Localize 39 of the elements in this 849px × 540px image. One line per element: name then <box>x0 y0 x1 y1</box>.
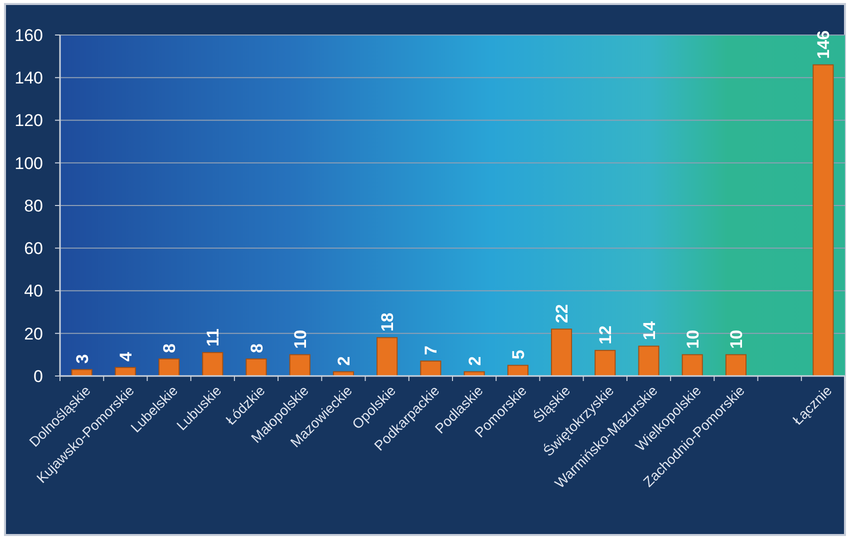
data-label: 12 <box>596 326 616 344</box>
data-label: 10 <box>290 330 310 349</box>
bar <box>158 358 180 376</box>
y-tick-label: 100 <box>14 154 43 173</box>
data-label: 11 <box>204 328 223 347</box>
y-tick-label: 20 <box>24 324 43 344</box>
bar <box>682 354 703 376</box>
data-label: 8 <box>247 343 266 353</box>
data-label: 5 <box>508 350 528 360</box>
bar <box>289 354 310 376</box>
y-tick-label: 40 <box>24 282 43 301</box>
bar <box>725 354 747 376</box>
data-label: 10 <box>726 330 746 349</box>
data-label: 18 <box>378 312 398 332</box>
bar <box>507 364 528 376</box>
data-label: 8 <box>160 343 180 353</box>
bar <box>812 64 834 376</box>
y-tick-label: 160 <box>14 26 43 45</box>
data-label: 10 <box>683 330 702 349</box>
bar <box>550 328 572 376</box>
data-label: 4 <box>116 351 136 362</box>
y-tick-label: 120 <box>14 111 43 130</box>
y-tick-label: 140 <box>14 68 43 88</box>
bar <box>594 350 616 376</box>
y-tick-label: 80 <box>24 196 43 216</box>
bar <box>246 358 267 376</box>
bar <box>202 352 224 376</box>
y-tick-label: 0 <box>34 366 43 386</box>
data-label: 3 <box>72 354 92 364</box>
bar <box>376 337 398 376</box>
bar <box>638 346 660 376</box>
data-label: 2 <box>465 356 484 366</box>
bar <box>420 360 442 376</box>
data-label: 22 <box>552 304 572 324</box>
data-label: 146 <box>814 30 834 59</box>
y-tick-label: 60 <box>24 239 43 258</box>
data-label: 14 <box>640 320 659 340</box>
data-label: 7 <box>422 346 441 356</box>
data-label: 2 <box>334 356 354 366</box>
